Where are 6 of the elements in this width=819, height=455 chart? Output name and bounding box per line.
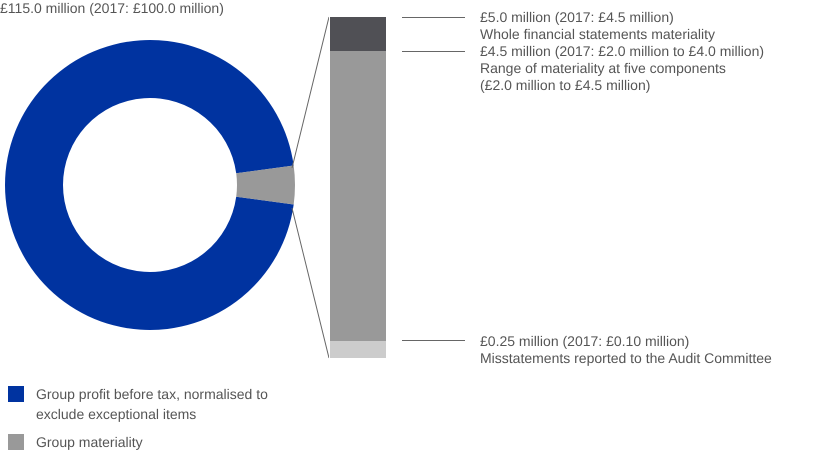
text: £4.5 million (2017: £2.0 million to £4.0 million) Range of materiality at five components (£2.0 million to £4.5 million): [480, 43, 764, 94]
text: £0.25 million (2017: £0.10 million) Misstatements reported to the Audit Committee: [480, 333, 772, 367]
text: £5.0 million (2017: £4.5 million) Whole financial statements materiality: [480, 9, 715, 43]
chart-title: £115.0 million (2017: £100.0 million): [0, 0, 224, 16]
legend-label: Group profit before tax, normalised to exclude exceptional items: [36, 385, 269, 424]
legend-label: Group materiality: [36, 433, 144, 452]
